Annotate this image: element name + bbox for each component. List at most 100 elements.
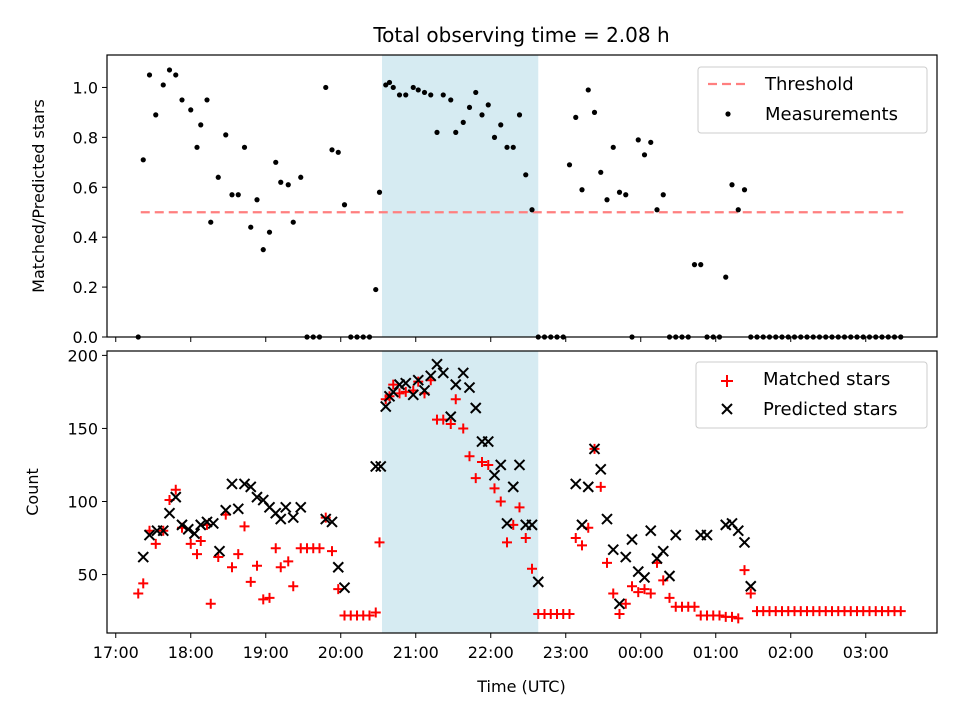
matched-star-marker [577,540,587,551]
highlight-band-top [382,55,539,337]
matched-star-marker [502,537,512,548]
predicted-star-marker [418,384,431,397]
matched-star-marker [205,598,216,609]
measurement-point [691,262,698,268]
matched-star-marker [388,379,399,390]
matched-star-marker [413,376,424,387]
top-panel: Total observing time = 2.08 h 0.00.20.40… [29,23,938,347]
measurement-point [266,229,273,235]
matched-star-marker [394,388,405,399]
predicted-star-marker [338,581,351,594]
matched-star-marker [370,607,381,618]
highlight-band-bottom [382,351,539,633]
predicted-star-marker [657,545,669,557]
measurement-point [453,129,459,135]
bottom-x-tick-label: 03:00 [843,643,889,662]
predicted-star-marker [582,481,594,493]
measurement-point [215,174,221,180]
measurement-point [579,187,585,193]
top-plot-frame [106,54,938,338]
matched-star-marker [320,512,331,523]
predicted-star-marker [188,527,201,540]
predicted-star-marker [280,501,292,514]
bottom-x-tick-label: 17:00 [93,643,139,662]
predicted-star-marker [275,513,287,525]
predicted-star-marker [176,519,188,531]
matched-star-marker [570,533,581,544]
matched-star-marker [327,546,337,557]
measurement-point [648,139,654,145]
measurement-point [278,179,284,185]
measurement-point [285,182,291,188]
predicted-star-marker [220,504,232,516]
bottom-x-tick-label: 00:00 [618,643,664,662]
predicted-star-marker [407,389,419,401]
bottom-x-axis-label: Time (UTC) [476,677,565,696]
matched-star-marker [664,592,675,603]
predicted-star-marker [501,517,513,530]
measurement-point [616,189,623,195]
legend-matched-label: Matched stars [763,369,890,390]
predicted-star-marker [163,507,176,519]
measurement-point [335,149,341,155]
top-y-axis: 0.0 0.2 0.4 0.6 0.8 1.0 [73,78,107,347]
predicted-star-marker [507,481,519,493]
measurement-point [510,144,516,150]
measurement-point [260,247,266,253]
predicted-star-marker [375,460,387,473]
measurement-point [448,97,454,103]
bottom-y-tick-label: 100 [67,492,98,511]
matched-star-marker [245,576,256,587]
matched-star-marker [508,519,519,530]
matched-star-marker [627,581,637,592]
matched-star-marker [333,584,344,595]
predicted-star-marker [143,529,156,541]
legend-measurements-label: Measurements [765,104,898,125]
matched-star-marker [527,563,537,574]
bottom-x-tick-label: 21:00 [393,643,439,662]
predicted-star-marker [182,523,194,535]
matched-star-marker [733,613,744,624]
bottom-x-tick-label: 19:00 [243,643,289,662]
bottom-panel: 50 100 150 200 17:00 18:00 19:00 20:00 21:00 22:… [23,346,938,696]
matched-star-marker [620,598,631,609]
measurement-point [566,162,573,168]
measurement-point [654,207,660,213]
predicted-star-marker [370,460,382,473]
matched-star-marker [258,594,269,605]
matched-star-marker [514,502,525,513]
measurement-point [198,122,204,128]
bottom-legend-box [695,361,928,429]
measurement-point [491,134,498,140]
measurement-point [179,97,185,103]
predicted-star-marker [532,576,544,588]
matched-star-marker [192,549,202,560]
matched-star-marker [614,609,625,620]
measurement-point [729,182,735,188]
predicted-star-marker [670,529,682,541]
top-y-tick-label: 0.6 [73,178,98,197]
measurement-point [598,169,604,175]
matched-star-marker [689,601,700,612]
matched-star-marker [470,473,481,484]
measurement-point [660,192,666,198]
measurement-point [504,144,510,150]
predicted-star-marker [745,580,757,592]
measurement-point [194,144,200,150]
bottom-x-tick-label: 18:00 [168,643,214,662]
predicted-star-marker [287,511,299,524]
matched-star-marker [185,538,196,549]
measurement-point [248,224,254,230]
measurement-point [254,197,260,203]
matched-star-marker [239,521,250,532]
predicted-star-marker [226,478,238,490]
measurement-point [523,172,529,178]
measurement-point [434,129,440,135]
measurement-point [376,189,383,195]
measurement-point [329,147,335,153]
predicted-star-marker [626,533,638,546]
matched-star-marker [150,538,161,549]
measurement-point [390,84,396,91]
measurement-point [235,192,241,198]
matched-star-marker [195,535,206,546]
